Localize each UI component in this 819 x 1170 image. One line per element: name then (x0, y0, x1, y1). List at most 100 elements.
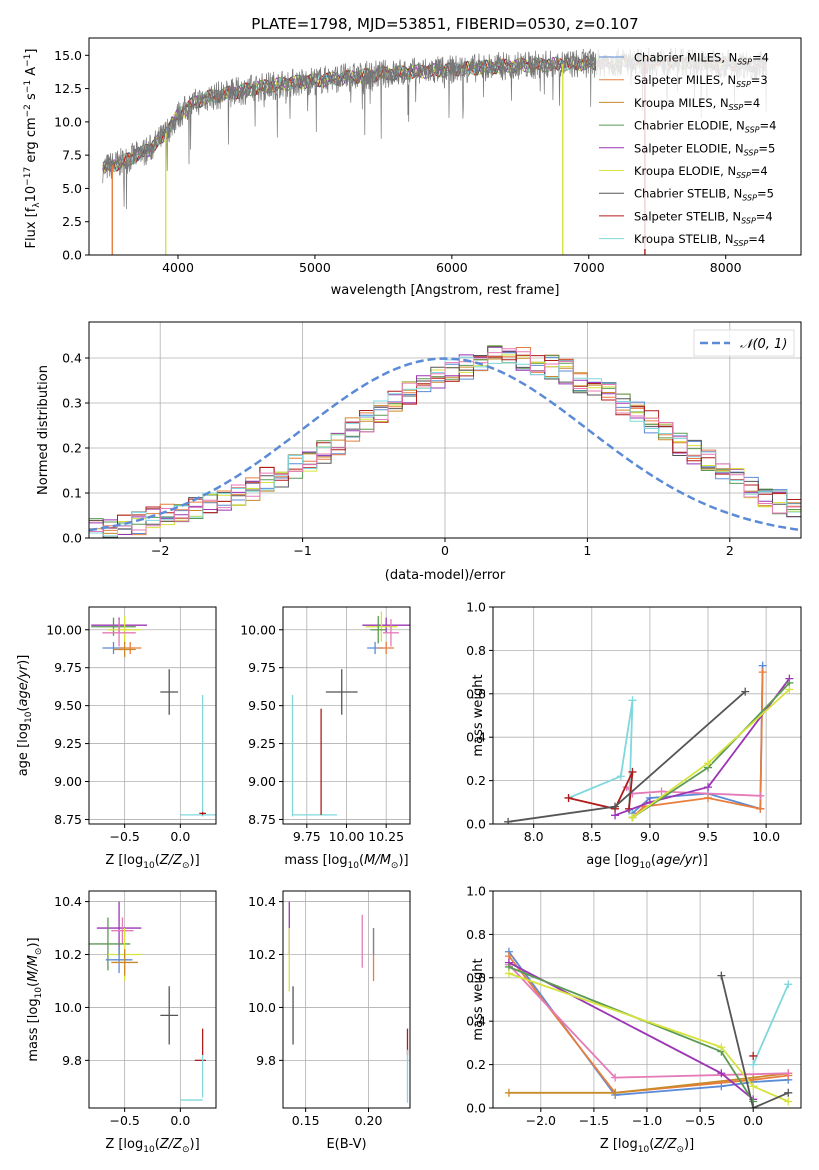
error-bar-point (89, 917, 131, 971)
plot-area (504, 661, 794, 824)
plot-area (288, 901, 409, 1103)
weight-line (614, 678, 791, 817)
label-part: 10 (639, 861, 651, 871)
axes-weight-vs-age: 8.0 8.5 9.0 9.5 10.0 0.0 0.2 0.4 0.6 0.8 1.0 age [l… (466, 600, 802, 871)
x-tick-label: −2 (151, 543, 169, 558)
axes-frame (88, 37, 802, 256)
series-name: Kroupa STELIB, N (634, 232, 734, 246)
weight-marker (504, 969, 513, 978)
weight-line (568, 771, 634, 810)
plot-area (504, 947, 793, 1108)
series-sub: SSP (736, 80, 751, 89)
histogram-step (89, 356, 801, 537)
x-tick-label: 2 (726, 543, 734, 558)
y-tick-label: 10.00 (240, 622, 276, 637)
error-bar-point (111, 917, 134, 944)
axis-frame: 4000 5000 6000 7000 8000 0.0 2.5 5.0 7.5 10.0 12.5… (23, 37, 802, 298)
y-axis-label: Normed distribution (36, 365, 51, 495)
weight-marker (749, 1104, 758, 1108)
y-tick-label: 0.6 (466, 970, 486, 985)
x-tick-label: 0.20 (355, 1113, 383, 1128)
label-part: Z/Z (159, 853, 183, 868)
weight-marker (784, 1069, 793, 1078)
label-part: A (24, 67, 39, 80)
axes-mass-vs-Z: −0.5 0.09.810.010.210.4Z [log10(Z/Z⊙)]mas… (26, 890, 217, 1155)
weight-marker (785, 685, 794, 694)
weight-marker (741, 687, 750, 696)
y-axis-label: mass [log10(M/M⊙)] (26, 937, 44, 1061)
y-tick-label: 0.8 (466, 927, 486, 942)
weight-marker (616, 772, 625, 781)
histogram-step (89, 345, 801, 538)
label-part: )] (190, 853, 200, 868)
label-part: mass [log (26, 998, 41, 1061)
legend-label: Chabrier MILES, NSSP=4 (634, 51, 769, 67)
label-part: λ (32, 202, 42, 208)
error-bar-point (370, 616, 387, 644)
axis-frame: −2 −1 0 1 2 0.0 0.1 0.2 0.3 0.4 (data-model)/error… (36, 321, 802, 583)
series-sub: SSP (736, 171, 751, 180)
label-part: −2 (23, 104, 33, 117)
y-tick-label: 0.1 (62, 486, 82, 501)
label-part: ( (155, 853, 160, 868)
x-axis-label: mass [log10(M/M⊙)] (284, 853, 408, 871)
error-bar-point (160, 986, 179, 1045)
series-sub: SSP (745, 126, 760, 135)
weight-marker (564, 793, 573, 802)
label-part: ( (649, 1137, 654, 1152)
y-tick-label: 0.4 (466, 730, 486, 745)
weight-marker (504, 817, 513, 824)
series-n: =4 (748, 232, 765, 246)
series-sub: SSP (744, 148, 759, 157)
x-tick-label: 0 (441, 543, 449, 558)
x-tick-label: 0.0 (743, 1113, 763, 1128)
plot-area (89, 901, 206, 1101)
label-part: s (24, 93, 39, 104)
y-tick-label: 9.00 (54, 774, 82, 789)
y-axis-label: age [log10(age/yr)] (16, 655, 34, 777)
label-part: 10 (638, 1145, 650, 1155)
plot-area (91, 616, 216, 817)
weight-marker (611, 811, 620, 820)
y-tick-label: 10.4 (248, 894, 276, 909)
weight-series (628, 685, 794, 822)
y-tick-label: 0.2 (466, 1057, 486, 1072)
weight-line (752, 983, 790, 1065)
error-bar-point (383, 619, 399, 647)
x-axis-label: wavelength [Angstrom, rest frame] (331, 283, 560, 298)
x-tick-label: 9.0 (640, 829, 660, 844)
axes-frame (492, 606, 802, 825)
label-part: −1 (23, 80, 33, 93)
y-tick-label: 10.0 (54, 114, 82, 129)
x-tick-label: −1 (293, 543, 311, 558)
y-tick-label: 0.4 (466, 1014, 486, 1029)
y-tick-label: 9.75 (248, 660, 276, 675)
x-tick-label: 9.5 (698, 829, 718, 844)
y-tick-label: 9.8 (256, 1053, 276, 1068)
y-tick-label: 12.5 (54, 81, 82, 96)
label-part: ] (24, 49, 39, 54)
label-part: 10 (24, 186, 39, 203)
label-part: Z [log (600, 1137, 638, 1152)
y-tick-label: 5.0 (62, 181, 82, 196)
x-tick-label: 8.5 (582, 829, 602, 844)
label-part: 10 (24, 711, 34, 723)
label-part: )] (398, 853, 408, 868)
error-bar-point (325, 669, 358, 715)
y-tick-label: 0.0 (62, 248, 82, 263)
weight-marker (628, 813, 637, 822)
x-tick-label: 10.00 (329, 829, 365, 844)
series-name: Chabrier MILES, N (634, 51, 737, 65)
axes-spectrum: 4000 5000 6000 7000 8000 0.0 2.5 5.0 7.5 10.0 12.5… (23, 37, 802, 298)
label-part: mass [log (284, 853, 347, 868)
y-tick-label: 9.25 (54, 736, 82, 751)
y-tick-label: 8.75 (248, 812, 276, 827)
series-n: =4 (743, 96, 760, 110)
label-part: M/M (364, 853, 391, 868)
y-tick-label: 9.75 (54, 660, 82, 675)
histogram-step (89, 348, 801, 532)
x-tick-label: −1.0 (632, 1113, 662, 1128)
weight-marker (504, 1088, 513, 1097)
series-n: =4 (751, 164, 768, 178)
